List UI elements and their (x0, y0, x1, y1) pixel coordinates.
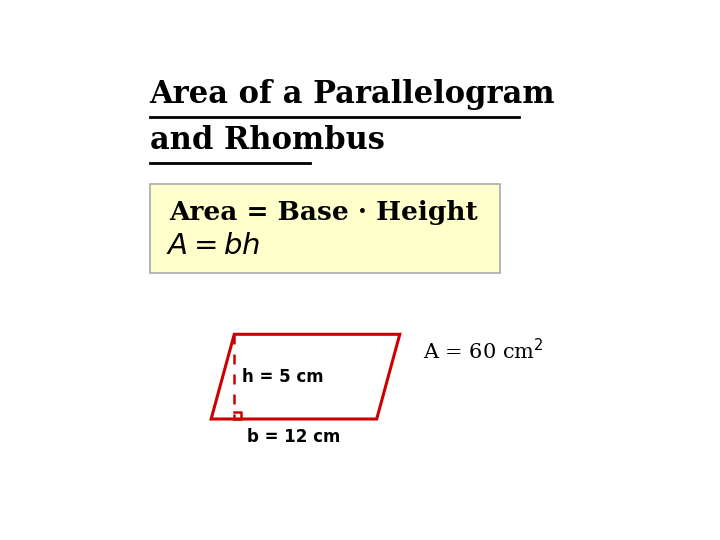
Text: b = 12 cm: b = 12 cm (247, 428, 341, 446)
Text: Area of a Parallelogram: Area of a Parallelogram (150, 79, 555, 110)
Text: and Rhombus: and Rhombus (150, 125, 384, 156)
Text: h = 5 cm: h = 5 cm (242, 368, 323, 386)
Text: $\mathit{A} = \mathit{bh}$: $\mathit{A} = \mathit{bh}$ (166, 232, 261, 260)
Text: Area = Base · Height: Area = Base · Height (168, 200, 477, 225)
Text: A = 60 cm$^2$: A = 60 cm$^2$ (423, 338, 544, 363)
Bar (150, 184, 500, 273)
